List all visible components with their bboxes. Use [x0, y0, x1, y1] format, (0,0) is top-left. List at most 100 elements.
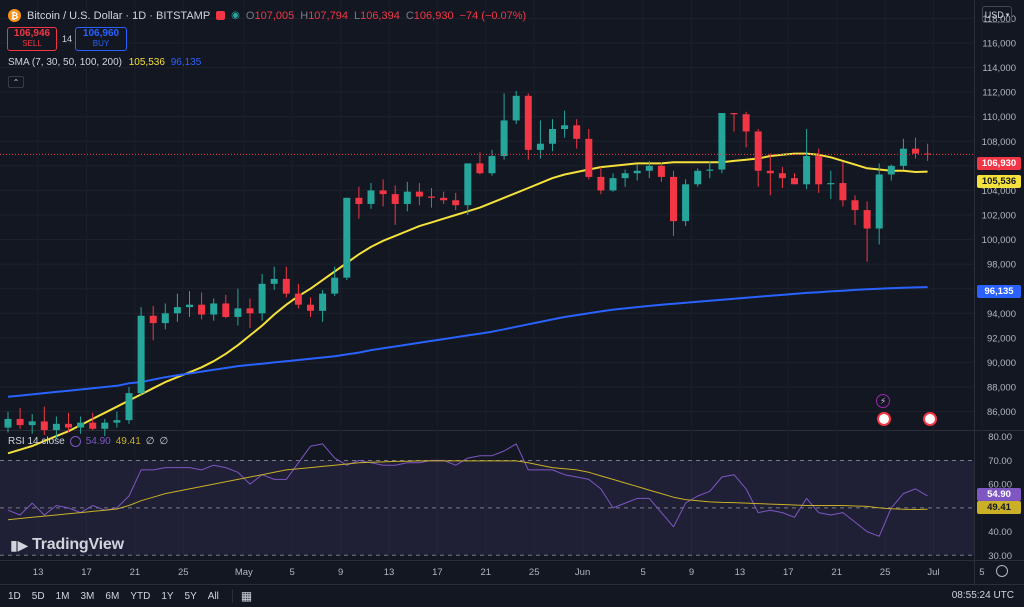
candle-body [500, 120, 508, 157]
tradingview-mark-icon: ▮▶ [10, 536, 29, 553]
chevron-down-icon: ▾ [1005, 11, 1010, 19]
tf-5y[interactable]: 5Y [184, 590, 197, 602]
candle-body [645, 165, 653, 171]
candle-body [113, 420, 121, 423]
ohlc-high-value: 107,794 [308, 9, 348, 22]
time-tick-label: 17 [432, 567, 443, 578]
symbol-header[interactable]: ₿ Bitcoin / U.S. Dollar · 1D · BITSTAMP … [8, 9, 526, 22]
gear-icon[interactable] [996, 565, 1008, 577]
candle-body [125, 393, 133, 421]
candle-body [875, 174, 883, 229]
candle-body [718, 113, 726, 170]
price-tick-label: 118,000 [982, 14, 1016, 25]
candle-body [331, 277, 339, 294]
candle-body [863, 210, 871, 229]
divider [231, 589, 233, 603]
candle-body [682, 184, 690, 222]
tradingview-wordmark: TradingView [32, 536, 124, 553]
candle-body [367, 190, 375, 204]
ohlc-open: O107,005 [245, 9, 295, 22]
time-tick-label: 17 [783, 567, 794, 578]
time-tick-label: 25 [178, 567, 189, 578]
candle-body [77, 422, 85, 428]
candle-body [488, 156, 496, 174]
rsi-settings-icon[interactable] [69, 436, 81, 447]
candle-body [791, 178, 798, 185]
candle-body [137, 315, 145, 394]
tf-all[interactable]: All [207, 590, 219, 602]
utc-clock[interactable]: 08:55:24 UTC [951, 590, 1014, 601]
candle-body [912, 148, 919, 154]
price-tick-label: 90,000 [987, 358, 1016, 369]
rsi-ma-legend-value: 49.41 [115, 436, 141, 447]
candle-body [476, 163, 484, 174]
candle-body [706, 169, 714, 171]
collapse-legend-button[interactable]: ⌃ [8, 76, 24, 88]
lightning-event-icon[interactable]: ⚡ [876, 394, 890, 408]
rsi-legend-label: RSI 14 close [8, 436, 65, 447]
ohlc-low: L106,394 [353, 9, 400, 22]
candle-body [379, 190, 387, 195]
candle-body [40, 421, 48, 430]
candle-body [633, 170, 641, 174]
eye-icon[interactable]: ◉ [231, 10, 240, 21]
ohlc-close-value: 106,930 [413, 9, 454, 22]
price-tick-label: 100,000 [982, 235, 1016, 246]
candle-body [524, 95, 532, 150]
rsi-tick-label: 40.00 [988, 527, 1012, 538]
ohlc-low-value: 106,394 [360, 9, 400, 22]
sma-blue-price-tag: 96,135 [977, 285, 1021, 298]
market-status-icon [216, 11, 226, 20]
candle-body [173, 307, 181, 314]
candle-body [839, 183, 847, 201]
time-tick-label: 13 [384, 567, 395, 578]
currency-selector[interactable]: USD ▾ [982, 6, 1012, 23]
us-flag-event-icon[interactable] [877, 412, 891, 426]
tf-ytd[interactable]: YTD [130, 590, 151, 602]
tf-1d[interactable]: 1D [8, 590, 21, 602]
candle-body [549, 129, 556, 144]
spread-value: 14 [62, 34, 73, 44]
ohlc-high: H107,794 [300, 9, 348, 22]
candle-body [766, 170, 774, 174]
sma-legend-value-blue: 96,135 [170, 57, 202, 68]
candle-body [52, 423, 60, 430]
us-flag-event-icon-2[interactable] [923, 412, 937, 426]
candle-body [222, 303, 230, 317]
candle-body [657, 165, 665, 177]
tf-6m[interactable]: 6M [105, 590, 120, 602]
candle-body [28, 421, 36, 426]
candle-body [827, 183, 835, 185]
price-tick-label: 116,000 [982, 39, 1016, 50]
time-tick-label: 13 [735, 567, 746, 578]
candle-body [270, 278, 278, 284]
price-tick-label: 114,000 [982, 63, 1016, 74]
rsi-legend[interactable]: RSI 14 close 54.90 49.41 ∅ ∅ [8, 436, 168, 447]
candle-body [210, 303, 218, 315]
rsi-tick-label: 70.00 [988, 456, 1012, 467]
candle-body [186, 304, 193, 308]
time-tick-label: 25 [529, 567, 540, 578]
tf-5d[interactable]: 5D [31, 590, 45, 602]
candle-body [355, 197, 363, 204]
candle-body [4, 418, 12, 428]
symbol-title[interactable]: Bitcoin / U.S. Dollar · 1D · BITSTAMP [27, 9, 211, 22]
sma-legend[interactable]: SMA (7, 30, 50, 100, 200) 105,536 96,135 [8, 57, 201, 68]
candle-body [464, 163, 472, 206]
tf-1m[interactable]: 1M [55, 590, 70, 602]
calendar-icon[interactable]: ▦ [240, 589, 253, 603]
tf-3m[interactable]: 3M [80, 590, 95, 602]
candle-body [319, 293, 327, 311]
buy-button[interactable]: 106,960 BUY [75, 27, 127, 51]
candle-body [609, 178, 617, 191]
candle-body [899, 148, 907, 166]
chart-canvas[interactable]: 86,00088,00090,00092,00094,00096,00098,0… [0, 0, 1024, 584]
price-tick-label: 94,000 [987, 309, 1016, 320]
candle-body [742, 114, 750, 132]
rsi-legend-empty-2: ∅ [159, 436, 169, 447]
time-tick-label: 13 [33, 567, 44, 578]
sell-button[interactable]: 106,946 SELL [7, 27, 57, 51]
tf-1y[interactable]: 1Y [161, 590, 174, 602]
currency-label: USD [984, 9, 1004, 20]
rsi-tick-label: 60.00 [988, 480, 1012, 491]
